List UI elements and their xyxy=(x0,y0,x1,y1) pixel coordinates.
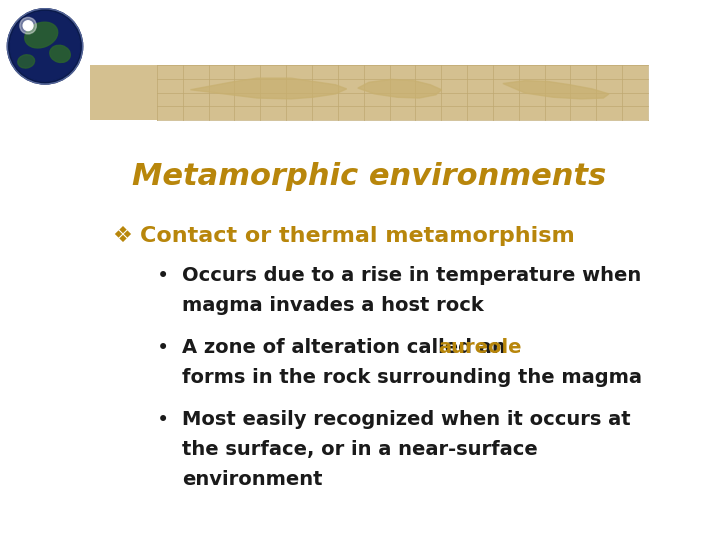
Text: the surface, or in a near-surface: the surface, or in a near-surface xyxy=(182,441,538,460)
Ellipse shape xyxy=(7,9,83,84)
Text: Contact or thermal metamorphism: Contact or thermal metamorphism xyxy=(140,226,575,246)
Text: aureole: aureole xyxy=(438,338,522,357)
Text: •: • xyxy=(156,410,168,430)
Bar xyxy=(90,65,648,120)
Circle shape xyxy=(23,21,33,31)
Polygon shape xyxy=(503,80,609,99)
Polygon shape xyxy=(190,78,347,99)
Text: •: • xyxy=(156,266,168,286)
Polygon shape xyxy=(358,79,441,98)
Text: environment: environment xyxy=(182,470,323,489)
Ellipse shape xyxy=(24,22,58,48)
Text: Occurs due to a rise in temperature when: Occurs due to a rise in temperature when xyxy=(182,266,642,285)
Text: Most easily recognized when it occurs at: Most easily recognized when it occurs at xyxy=(182,410,631,429)
Circle shape xyxy=(19,17,36,34)
Ellipse shape xyxy=(50,45,71,63)
Text: magma invades a host rock: magma invades a host rock xyxy=(182,296,484,315)
Text: A zone of alteration called an: A zone of alteration called an xyxy=(182,338,513,357)
Text: forms in the rock surrounding the magma: forms in the rock surrounding the magma xyxy=(182,368,642,387)
Text: ❖: ❖ xyxy=(112,226,132,246)
Ellipse shape xyxy=(10,11,80,81)
Ellipse shape xyxy=(18,55,35,68)
Text: •: • xyxy=(156,338,168,358)
Text: Metamorphic environments: Metamorphic environments xyxy=(132,162,606,191)
